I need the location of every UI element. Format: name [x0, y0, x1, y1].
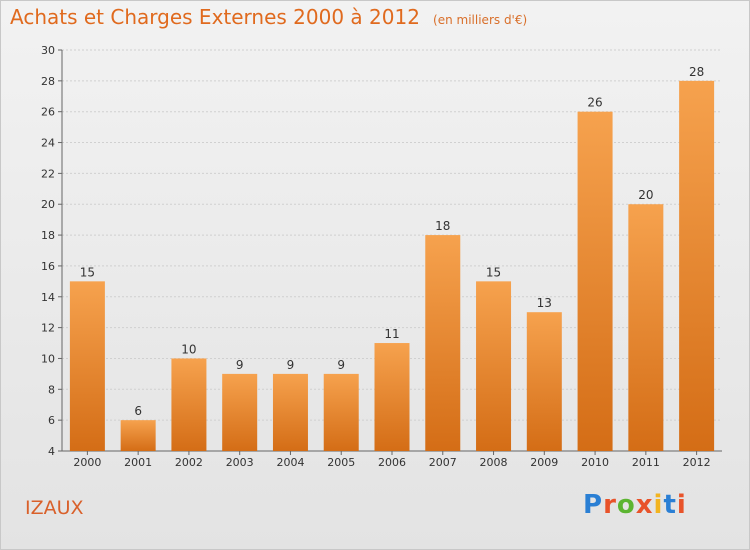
logo-letter: o	[616, 490, 636, 520]
title-row: Achats et Charges Externes 2000 à 2012 (…	[10, 5, 527, 29]
chart-title: Achats et Charges Externes 2000 à 2012	[10, 5, 420, 29]
bar-2012	[679, 80, 715, 451]
y-tick-label: 4	[48, 445, 55, 458]
commune-name: IZAUX	[25, 497, 84, 519]
x-tick-label: 2003	[226, 456, 254, 469]
bar-value-label: 6	[134, 404, 142, 418]
proxiti-logo: Proxiti	[583, 490, 687, 520]
bar-2002	[171, 358, 207, 451]
x-tick-label: 2000	[73, 456, 101, 469]
bar-2009	[526, 312, 562, 451]
x-tick-label: 2011	[632, 456, 660, 469]
y-tick-label: 24	[41, 137, 55, 150]
y-tick-label: 14	[41, 291, 55, 304]
y-tick-label: 8	[48, 383, 55, 396]
bar-value-label: 9	[337, 358, 345, 372]
y-tick-label: 16	[41, 260, 55, 273]
bar-2006	[374, 343, 410, 451]
x-tick-label: 2005	[327, 456, 355, 469]
bars	[69, 80, 715, 451]
chart-subtitle: (en milliers d'€)	[433, 13, 528, 27]
x-tick-label: 2010	[581, 456, 609, 469]
bar-2000	[69, 281, 105, 451]
bar-value-label: 26	[587, 96, 602, 110]
x-tick-label: 2007	[429, 456, 457, 469]
x-tick-label: 2009	[530, 456, 558, 469]
bar-value-label: 9	[287, 358, 295, 372]
y-tick-label: 18	[41, 229, 55, 242]
bar-2005	[323, 373, 359, 451]
bar-2003	[222, 373, 258, 451]
y-tick-label: 28	[41, 75, 55, 88]
y-tick-label: 22	[41, 167, 55, 180]
logo-letter: t	[663, 490, 677, 520]
axes: 4 6 8 10 12 14 16 18 20 22 24 26 28 30	[41, 44, 722, 458]
bar-value-label: 15	[80, 265, 95, 279]
bar-value-label: 11	[384, 327, 399, 341]
bar-value-label: 9	[236, 358, 244, 372]
bar-value-label: 15	[486, 265, 501, 279]
bar-value-label: 13	[537, 296, 552, 310]
logo-letter: i	[653, 490, 664, 520]
bar-2010	[577, 111, 613, 451]
logo-letter: i	[676, 490, 687, 520]
x-tick-label: 2001	[124, 456, 152, 469]
bar-2007	[425, 235, 461, 451]
x-tick-label: 2012	[683, 456, 711, 469]
y-tick-label: 30	[41, 44, 55, 57]
y-tick-label: 10	[41, 352, 55, 365]
y-tick-label: 26	[41, 106, 55, 119]
bar-2008	[476, 281, 512, 451]
bar-2004	[272, 373, 308, 451]
bar-value-label: 20	[638, 188, 653, 202]
logo-letter: x	[635, 490, 654, 520]
y-tick-label: 20	[41, 198, 55, 211]
bar-value-label: 28	[689, 65, 704, 79]
labels: 15 2000 6 2001 10 2002 9 2003 9 2004 9 2005 11 2006 18…	[73, 65, 710, 469]
logo-letter: r	[603, 490, 617, 520]
bar-2011	[628, 204, 664, 451]
y-tick-label: 12	[41, 322, 55, 335]
x-tick-label: 2004	[276, 456, 304, 469]
logo-letter: P	[583, 490, 604, 520]
bar-2001	[120, 420, 156, 451]
x-tick-label: 2008	[480, 456, 508, 469]
bar-value-label: 18	[435, 219, 450, 233]
bar-value-label: 10	[181, 342, 196, 356]
y-tick-label: 6	[48, 414, 55, 427]
x-tick-label: 2002	[175, 456, 203, 469]
x-tick-label: 2006	[378, 456, 406, 469]
